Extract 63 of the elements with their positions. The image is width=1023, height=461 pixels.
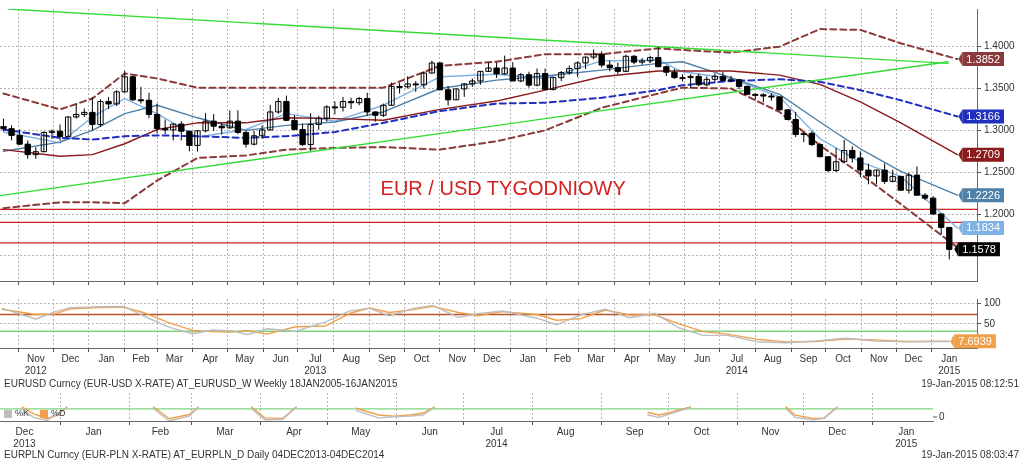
x-tick-label: Jan	[519, 352, 536, 364]
x-tick-label: Nov	[869, 352, 888, 364]
legend-label: %D	[51, 408, 67, 419]
text: 0	[939, 410, 945, 422]
x-tick-label: Nov	[448, 352, 467, 364]
y-tick-label: 50	[984, 317, 996, 329]
x-tick-label: Jun	[694, 352, 711, 364]
y-tick-label: 1.2000	[984, 207, 1016, 219]
x-tick-label: Dec 2013	[13, 425, 37, 449]
x-tick-label: Jan 2015	[895, 425, 918, 449]
x-tick-label: Oct	[835, 352, 852, 364]
x-tick-label: Jan	[85, 425, 102, 437]
data-label: 1.1834	[966, 221, 1001, 234]
x-tick-label: Apr	[623, 352, 641, 364]
x-tick-label: Dec	[61, 352, 80, 364]
x-tick-label: Mar	[165, 352, 184, 364]
x-tick-label: May	[351, 425, 371, 437]
x-tick-label: Mar	[216, 425, 235, 437]
legend-label: %K	[15, 408, 30, 419]
x-tick-label: Nov	[761, 425, 780, 437]
x-tick-label: May	[235, 352, 255, 364]
x-tick-label: Aug	[763, 352, 782, 364]
x-tick-label: Sep	[625, 425, 644, 437]
text: 19-Jan-2015 08:12:51	[921, 378, 1019, 390]
x-tick-label: Oct	[413, 352, 430, 364]
y-tick-label: 1.3000	[984, 124, 1016, 136]
x-tick-label: Aug	[342, 352, 360, 364]
x-tick-label: Dec	[904, 352, 923, 364]
text: 19-Jan-2015 08:03:47	[921, 449, 1019, 461]
x-tick-label: Apr	[286, 425, 303, 437]
data-label: 1.2226	[966, 188, 1001, 201]
data-label: 1.3852	[966, 52, 1001, 65]
x-tick-label: Sep	[377, 352, 397, 364]
data-label: 1.2709	[966, 148, 1001, 161]
x-tick-label: Apr	[202, 352, 219, 364]
x-tick-label: Jun	[272, 352, 289, 364]
text: EUR / USD TYGODNIOWY	[380, 177, 626, 200]
y-tick-label: 1.2500	[984, 165, 1016, 177]
x-tick-label: Feb	[553, 352, 572, 364]
x-tick-label: Jul 2014	[725, 352, 749, 376]
text: EURUSD Curncy (EUR-USD X-RATE) AT_EURUSD_W Weekly 18JAN2005-16JAN2015	[4, 378, 398, 390]
x-tick-label: Dec	[828, 425, 847, 437]
x-tick-label: Jun	[421, 425, 438, 437]
y-tick-label: 100	[984, 297, 1002, 309]
x-tick-label: May	[656, 352, 676, 364]
annotation: 1.1578	[962, 242, 996, 255]
x-tick-label: Jul 2013	[304, 352, 327, 376]
x-tick-label: Jul 2014	[485, 425, 509, 449]
x-tick-label: Sep	[799, 352, 818, 364]
x-tick-label: Feb	[132, 352, 150, 364]
x-tick-label: Dec	[483, 352, 501, 364]
text: EURPLN Curncy (EUR-PLN X-RATE) AT_EURPLN_D Daily 04DEC2013-04DEC2014	[4, 449, 385, 461]
x-tick-label: Aug	[556, 425, 575, 437]
y-tick-label: 1.3500	[984, 82, 1016, 94]
data-label: 7.6939	[958, 334, 992, 347]
x-tick-label: Mar	[587, 352, 606, 364]
x-tick-label: Oct	[693, 425, 710, 437]
data-label: 1.3166	[966, 109, 1001, 122]
x-tick-label: Jan	[98, 352, 115, 364]
x-tick-label: Feb	[151, 425, 170, 437]
y-tick-label: 1.4000	[984, 40, 1016, 52]
x-tick-label: Jan 2015	[938, 352, 961, 376]
x-tick-label: Nov 2012	[24, 352, 48, 376]
